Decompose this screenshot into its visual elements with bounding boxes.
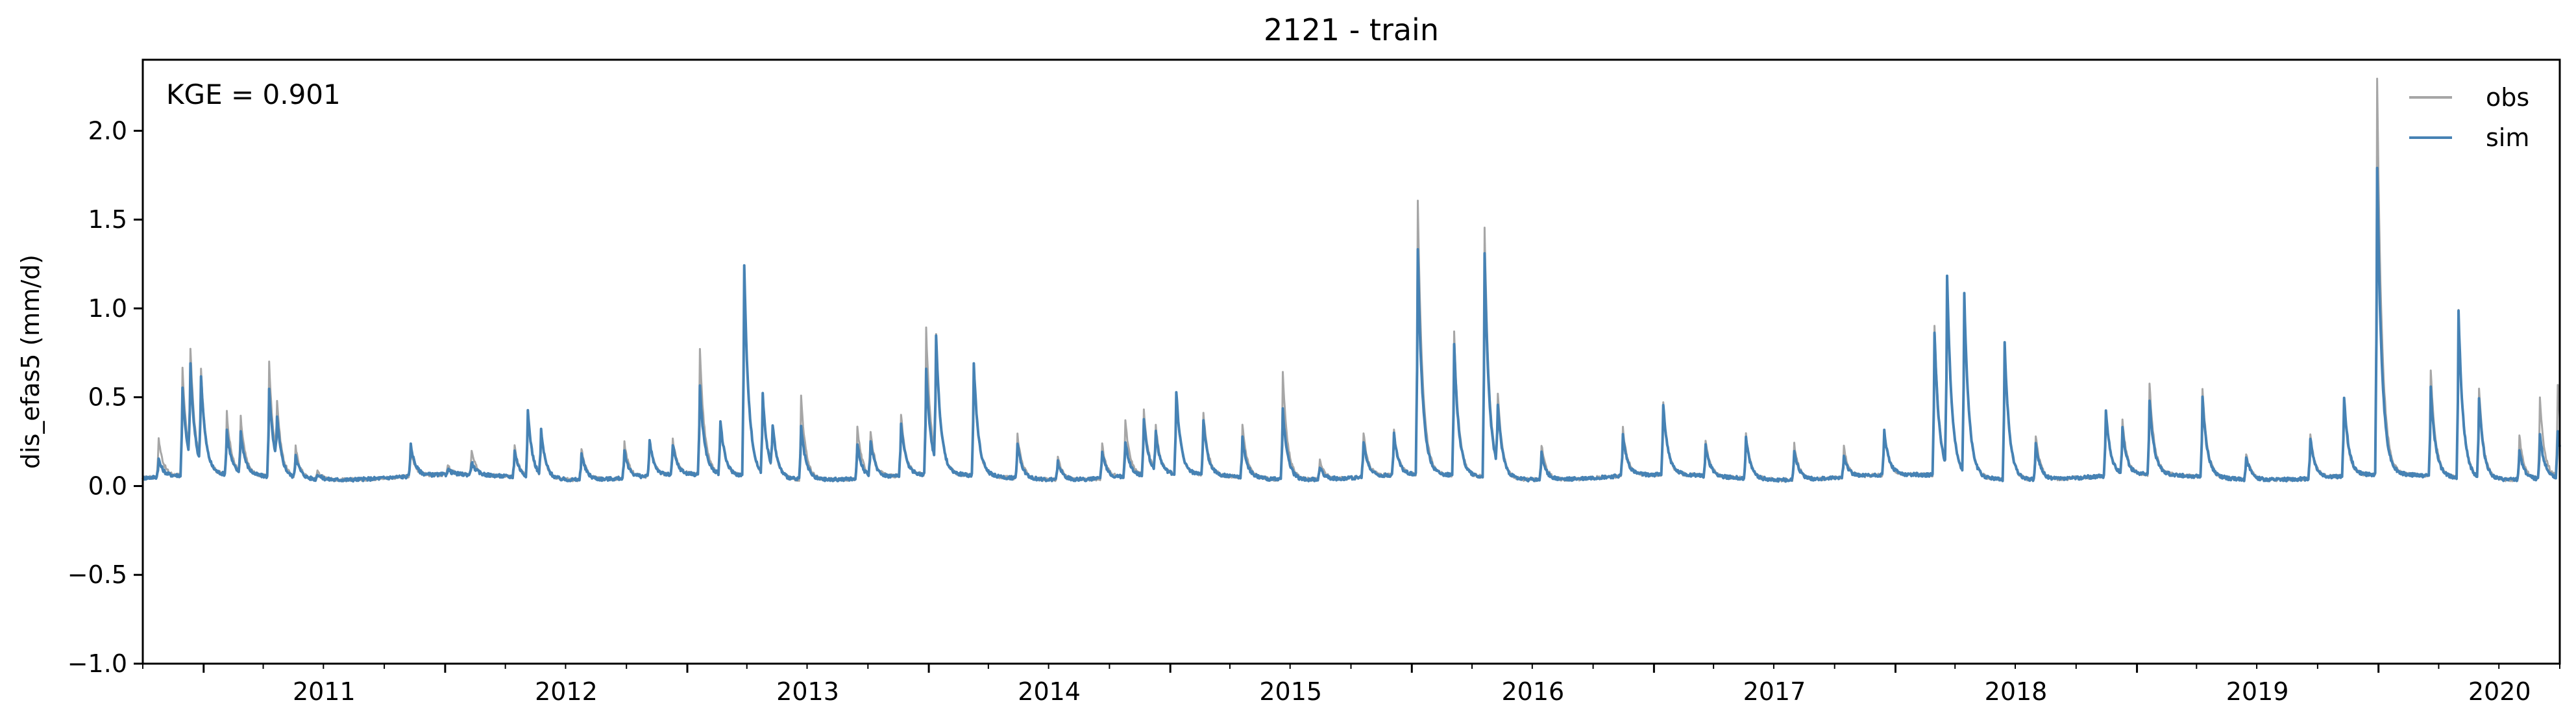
y-tick-label: 0.0: [88, 471, 127, 500]
x-tick-label: 2018: [1985, 677, 2048, 706]
y-tick-label: 2.0: [88, 116, 127, 145]
y-tick-label: −1.0: [67, 649, 127, 678]
legend-label-sim: sim: [2486, 123, 2529, 152]
series-line-sim: [141, 166, 2561, 483]
y-axis-label: dis_efas5 (mm/d): [16, 255, 45, 469]
y-axis: −1.0 −0.5 0.0 0.5 1.0 1.5 2.0: [67, 116, 143, 678]
x-tick-label: 2017: [1743, 677, 1806, 706]
x-tick-label: 2019: [2226, 677, 2289, 706]
y-tick-label: −0.5: [67, 560, 127, 589]
plot-frame: [141, 58, 2561, 665]
series-layer: [141, 77, 2561, 483]
x-tick-label: 2015: [1259, 677, 1322, 706]
x-tick-label: 2012: [535, 677, 598, 706]
series-line-obs: [142, 77, 2561, 482]
y-tick-label: 1.0: [88, 294, 127, 323]
x-tick-label: 2013: [776, 677, 839, 706]
y-tick-label: 0.5: [88, 383, 127, 412]
legend: obs sim: [2409, 83, 2529, 152]
y-tick-label: 1.5: [88, 205, 127, 234]
x-tick-label: 2020: [2468, 677, 2531, 706]
x-tick-label: 2016: [1501, 677, 1564, 706]
x-tick-label: 2014: [1018, 677, 1081, 706]
x-tick-label: 2011: [293, 677, 356, 706]
legend-label-obs: obs: [2486, 83, 2529, 112]
x-axis: 2011 2012 2013 2014 2015 2016 2017 2018 2019 2020: [142, 664, 2560, 706]
kge-annotation: KGE = 0.901: [166, 79, 341, 110]
chart-title: 2121 - train: [1264, 12, 1439, 47]
